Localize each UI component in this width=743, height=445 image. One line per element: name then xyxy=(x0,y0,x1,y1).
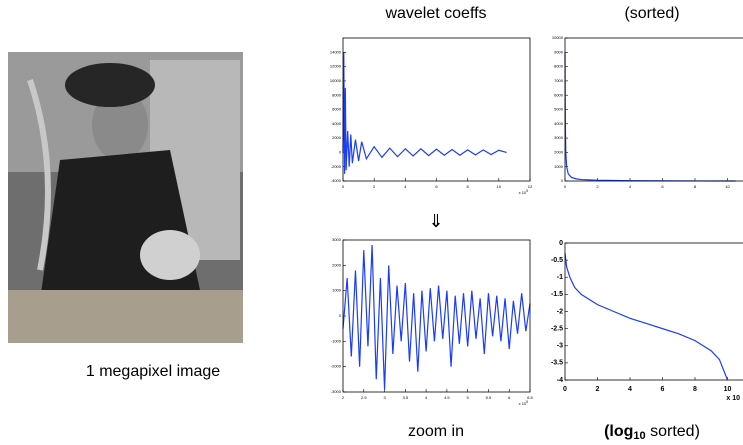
y-tick-label: -3 xyxy=(557,343,563,350)
axes-frame xyxy=(564,242,743,381)
x-tick-label: 0 xyxy=(342,184,345,189)
y-tick-label: 4000 xyxy=(554,121,564,126)
y-tick-label: 12000 xyxy=(330,64,342,69)
y-tick-label: 1000 xyxy=(332,288,342,293)
x-tick-label: 12 xyxy=(528,184,533,189)
y-tick-label: 2000 xyxy=(554,149,564,154)
x-tick-label: 4.5 xyxy=(444,395,450,400)
data-line xyxy=(564,52,736,182)
x-tick-label: 6 xyxy=(435,184,438,189)
y-tick-label: -3.5 xyxy=(551,360,563,367)
y-tick-label: -4 xyxy=(557,377,563,384)
x-scale-base: x 10 xyxy=(519,190,527,195)
y-tick-label: -1000 xyxy=(331,338,342,343)
x-tick-label: 6 xyxy=(508,395,511,400)
x-tick-label: 0 xyxy=(564,184,567,189)
y-tick-label: -0.5 xyxy=(551,257,563,264)
x-tick-label: 3.5 xyxy=(403,395,409,400)
x-tick-label: 10 xyxy=(497,184,502,189)
x-scale-base: x 10 xyxy=(726,395,740,402)
chart-title-part: zoom in xyxy=(408,423,464,440)
y-tick-label: 0 xyxy=(559,240,563,247)
data-line xyxy=(342,52,507,174)
x-tick-label: 10 xyxy=(725,184,730,189)
data-line xyxy=(564,253,729,381)
x-tick-label: 8 xyxy=(467,184,470,189)
x-tick-label: 5 xyxy=(467,395,470,400)
axes-frame xyxy=(342,37,531,182)
y-tick-label: 0 xyxy=(339,149,342,154)
x-tick-label: 8 xyxy=(694,184,697,189)
x-scale-exp: 5 xyxy=(526,189,528,193)
axes-frame xyxy=(564,37,743,182)
x-tick-label: 2 xyxy=(596,184,599,189)
x-tick-label: 6 xyxy=(661,386,665,393)
x-tick-label: 4 xyxy=(628,386,632,393)
y-tick-label: -2000 xyxy=(331,164,342,169)
caption: 1 megapixel image xyxy=(86,363,220,380)
x-tick-label: 4 xyxy=(629,184,632,189)
y-tick-label: 3000 xyxy=(554,135,564,140)
x-scale-label: x 105 xyxy=(519,400,529,406)
x-tick-label: 2 xyxy=(373,184,376,189)
photo xyxy=(8,52,243,343)
y-tick-label: -4000 xyxy=(331,178,342,183)
arrow: ⇓ xyxy=(428,211,443,231)
y-tick-label: 3000 xyxy=(332,237,342,242)
y-tick-label: 8000 xyxy=(332,92,342,97)
chart-title: wavelet coeffs xyxy=(384,5,486,22)
y-tick-label: 0 xyxy=(339,313,342,318)
y-tick-label: 1000 xyxy=(554,164,564,169)
chart-title-part: wavelet coeffs xyxy=(384,5,486,22)
x-scale-label: x 105 xyxy=(519,189,529,195)
chart-title: (sorted) xyxy=(624,5,679,22)
x-tick-label: 4 xyxy=(425,395,428,400)
y-tick-label: 2000 xyxy=(332,135,342,140)
x-tick-label: 2 xyxy=(596,386,600,393)
y-tick-label: 9000 xyxy=(554,49,564,54)
x-tick-label: 0 xyxy=(563,386,567,393)
y-tick-label: 14000 xyxy=(330,49,342,54)
y-tick-label: -2.5 xyxy=(551,325,563,332)
y-tick-label: 4000 xyxy=(332,121,342,126)
chart-title-part: sorted) xyxy=(646,423,700,440)
y-tick-label: 8000 xyxy=(554,64,564,69)
x-scale-label: x 10 xyxy=(726,395,740,402)
chart-title-part: (sorted) xyxy=(624,5,679,22)
y-tick-label: 6000 xyxy=(332,107,342,112)
x-tick-label: 10 xyxy=(724,386,732,393)
y-tick-label: -1 xyxy=(557,274,563,281)
y-tick-label: -2000 xyxy=(331,364,342,369)
data-line xyxy=(342,245,531,390)
chart-title: (log10 sorted) xyxy=(604,423,700,442)
x-tick-label: 2 xyxy=(342,395,345,400)
y-tick-label: -3000 xyxy=(331,389,342,394)
x-tick-label: 3 xyxy=(383,395,386,400)
chart-title: zoom in xyxy=(408,423,464,440)
axes-frame xyxy=(342,239,531,393)
y-tick-label: -2 xyxy=(557,308,563,315)
y-tick-label: 5000 xyxy=(554,107,564,112)
y-tick-label: -1.5 xyxy=(551,291,563,298)
x-tick-label: 8 xyxy=(693,386,697,393)
y-tick-label: 6000 xyxy=(554,92,564,97)
y-tick-label: 2000 xyxy=(332,262,342,267)
y-tick-label: 10000 xyxy=(330,78,342,83)
chart-title-sub: 10 xyxy=(633,430,645,442)
chart-title-part: (log xyxy=(604,423,633,440)
x-tick-label: 6 xyxy=(661,184,664,189)
x-tick-label: 6.5 xyxy=(527,395,533,400)
x-tick-label: 4 xyxy=(404,184,407,189)
x-scale-exp: 5 xyxy=(526,400,528,404)
x-tick-label: 2.5 xyxy=(361,395,367,400)
x-tick-label: 5.5 xyxy=(486,395,492,400)
y-tick-label: 0 xyxy=(561,178,564,183)
y-tick-label: 7000 xyxy=(554,78,564,83)
y-tick-label: 10000 xyxy=(552,35,564,40)
x-scale-base: x 10 xyxy=(519,401,527,406)
